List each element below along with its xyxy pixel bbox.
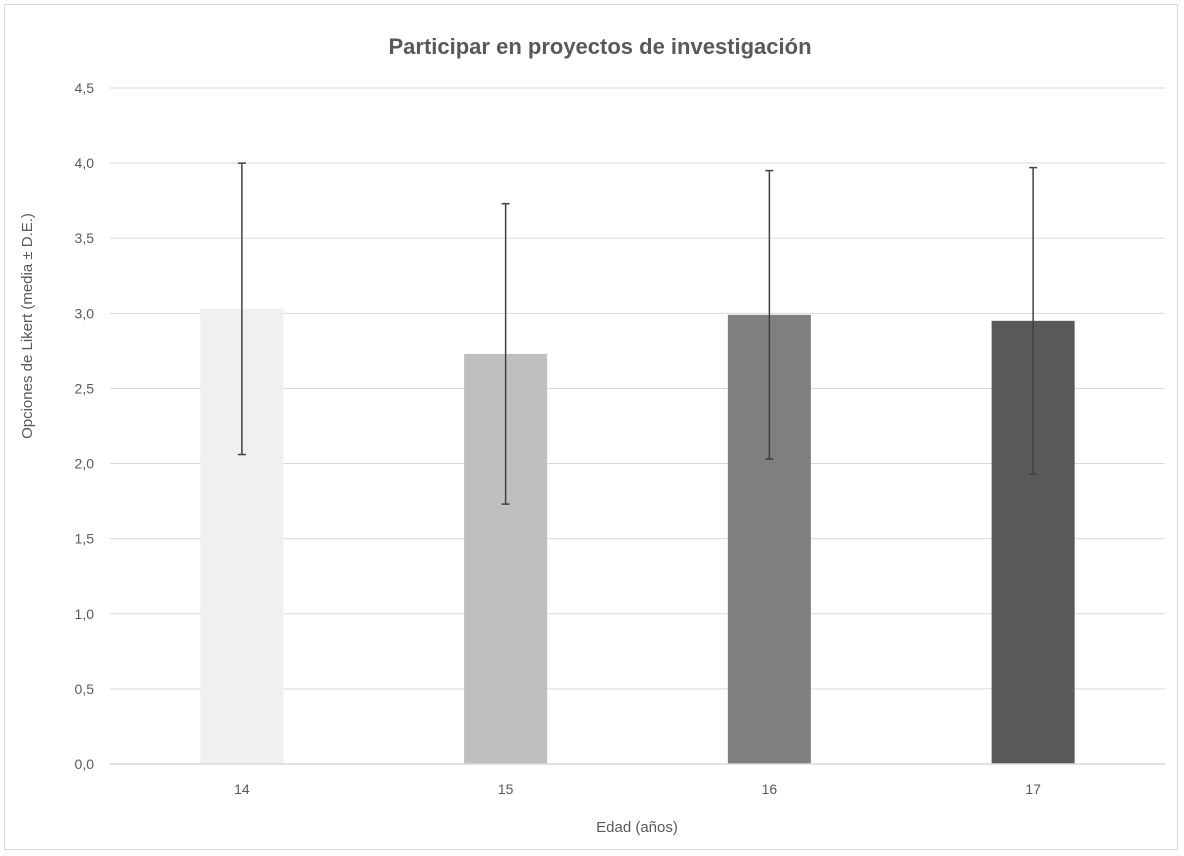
y-tick-label: 3,5 xyxy=(75,230,95,246)
y-axis-title: Opciones de Likert (media ± D.E.) xyxy=(19,213,36,439)
y-tick-label: 0,5 xyxy=(75,681,95,697)
y-tick-label: 2,0 xyxy=(75,456,95,472)
y-tick-label: 1,0 xyxy=(75,606,95,622)
y-tick-label: 1,5 xyxy=(75,531,95,547)
y-tick-label: 3,0 xyxy=(75,305,95,321)
x-tick-label: 15 xyxy=(498,781,514,797)
x-tick-label: 17 xyxy=(1025,781,1041,797)
x-axis-tick-labels: 14 15 16 17 xyxy=(234,781,1041,797)
y-tick-label: 0,0 xyxy=(75,756,95,772)
y-axis-tick-labels: 0,0 0,5 1,0 1,5 2,0 2,5 3,0 3,5 4,0 4,5 xyxy=(75,80,95,772)
bars xyxy=(200,309,1074,764)
y-tick-label: 4,5 xyxy=(75,80,95,96)
x-tick-label: 16 xyxy=(762,781,778,797)
chart-title: Participar en proyectos de investigación xyxy=(388,34,811,59)
error-bars xyxy=(238,163,1037,504)
x-axis-title: Edad (años) xyxy=(596,819,678,836)
y-tick-label: 2,5 xyxy=(75,380,95,396)
x-tick-label: 14 xyxy=(234,781,250,797)
y-tick-label: 4,0 xyxy=(75,155,95,171)
